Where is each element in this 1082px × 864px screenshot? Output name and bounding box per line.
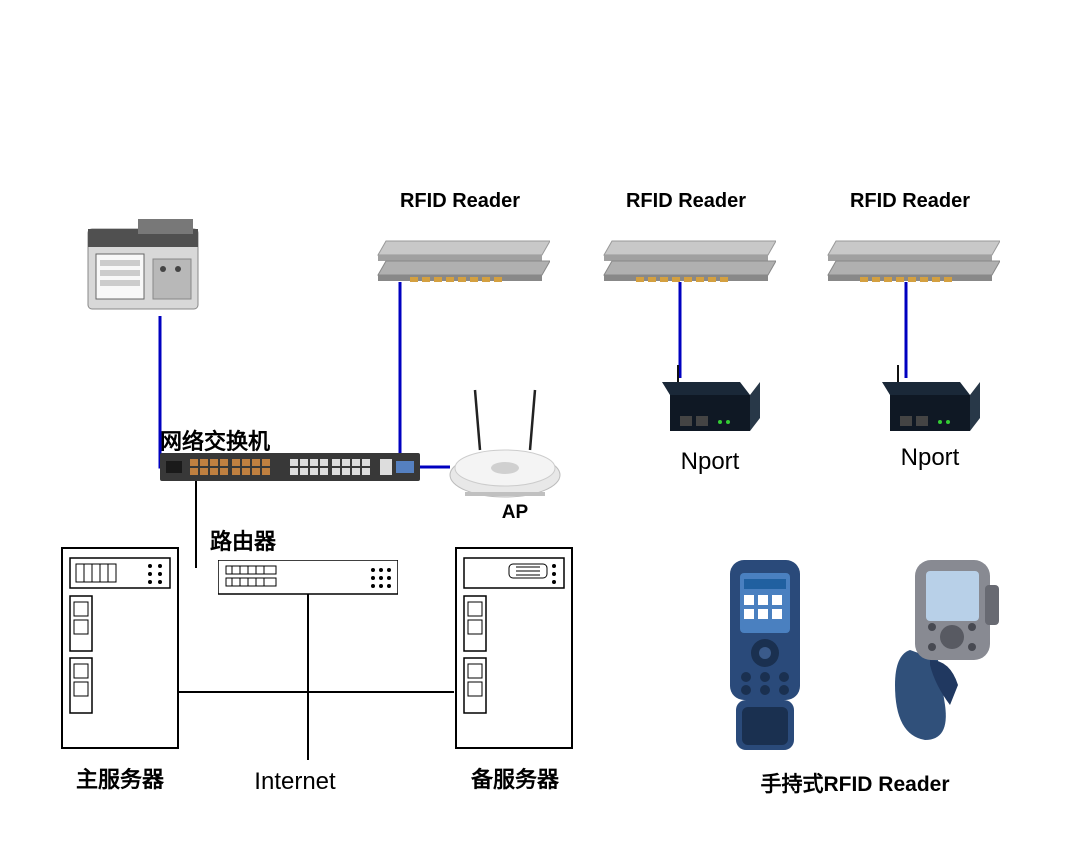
handheld-label: 手持式RFID Reader <box>720 768 990 798</box>
router-label: 路由器 <box>210 524 310 556</box>
rfid-reader-1-label: RFID Reader <box>370 190 550 213</box>
nport-1-label: Nport <box>660 448 760 476</box>
access-point-icon <box>445 380 565 510</box>
switch-label: 网络交换机 <box>160 424 320 456</box>
network-switch-icon <box>160 453 420 481</box>
rfid-reader-1-icon <box>370 235 550 283</box>
rfid-reader-2-label: RFID Reader <box>596 190 776 213</box>
router-icon <box>218 560 398 595</box>
printer-icon <box>78 214 208 319</box>
backup-server-label: 备服务器 <box>450 762 580 794</box>
rfid-reader-2-icon <box>596 235 776 283</box>
ap-label: AP <box>490 502 540 524</box>
internet-label: Internet <box>230 768 360 796</box>
rfid-reader-3-icon <box>820 235 1000 283</box>
backup-server-icon <box>454 546 574 756</box>
rfid-reader-3-label: RFID Reader <box>820 190 1000 213</box>
nport-1-icon <box>650 360 760 440</box>
handheld-reader-1-icon <box>720 555 810 755</box>
main-server-icon <box>60 546 180 756</box>
main-server-label: 主服务器 <box>55 762 185 794</box>
nport-2-label: Nport <box>880 444 980 472</box>
handheld-reader-2-icon <box>880 555 1010 755</box>
nport-2-icon <box>870 360 980 440</box>
